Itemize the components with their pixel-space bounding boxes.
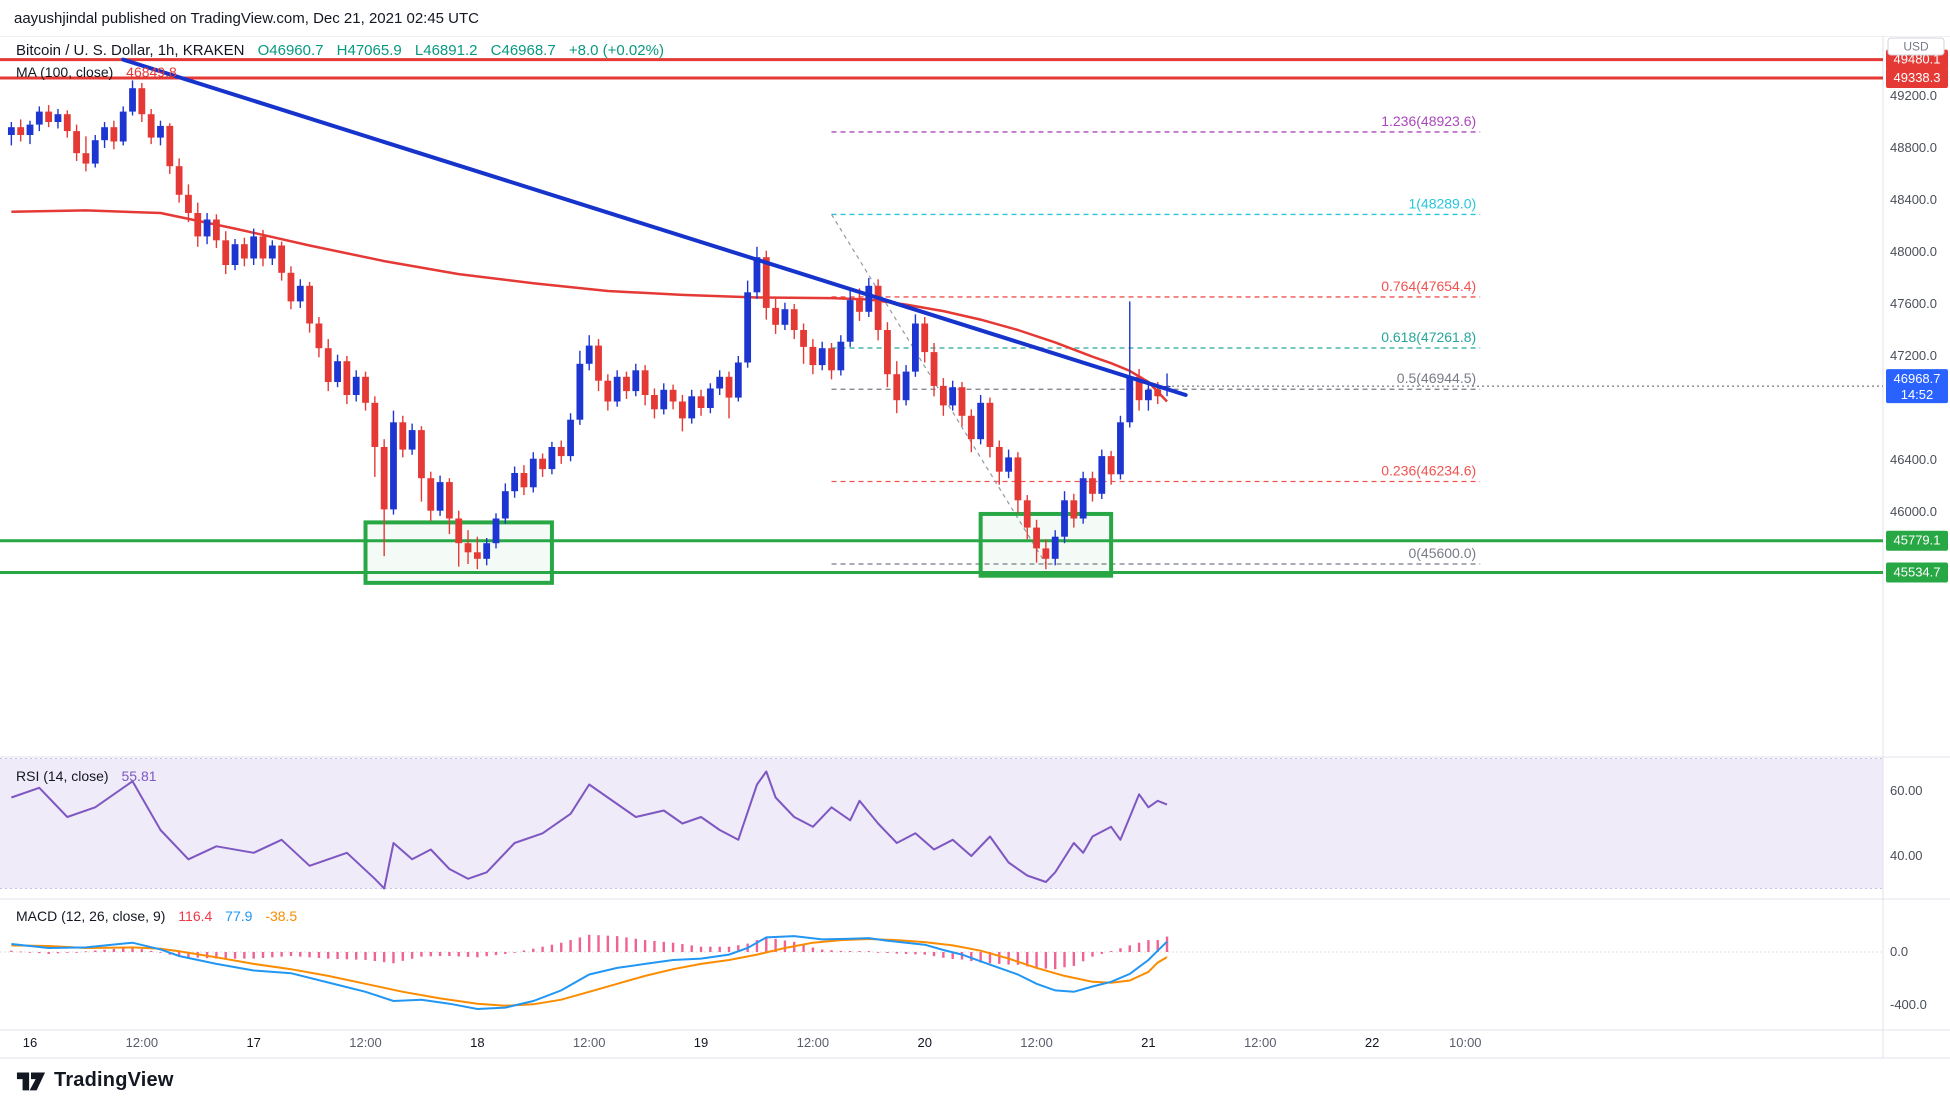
macd-tick-label: 0.0 (1890, 944, 1908, 959)
price-tick-label: 47600.0 (1890, 296, 1937, 311)
time-tick-label: 22 (1365, 1035, 1379, 1050)
price-tick-label: 48000.0 (1890, 244, 1937, 259)
macd-tick-label: -400.0 (1890, 997, 1927, 1012)
price-badge-support: 45534.7 (1886, 562, 1948, 583)
rsi-legend-label[interactable]: RSI (14, close) (16, 768, 109, 784)
time-tick-label: 12:00 (126, 1035, 159, 1050)
rsi-band (0, 758, 1883, 889)
ohlc-close: C46968.7 (490, 42, 556, 59)
ohlc-open: O46960.7 (257, 42, 324, 59)
symbol-title[interactable]: Bitcoin / U. S. Dollar, 1h, KRAKEN (16, 42, 245, 59)
rsi-line (11, 770, 1168, 890)
ma-legend-value: 46849.8 (126, 64, 177, 80)
fib-retracement[interactable]: 1.236(48923.6) 1(48289.0) 0.764(47654.4) 0.… (831, 113, 1481, 565)
time-tick-label: 12:00 (349, 1035, 382, 1050)
svg-text:14:52: 14:52 (1901, 387, 1934, 402)
fib-level-label: 0.764(47654.4) (1381, 278, 1476, 294)
price-tick-label: 48400.0 (1890, 192, 1937, 207)
macd-line (11, 935, 1168, 1011)
time-tick-label: 12:00 (1020, 1035, 1053, 1050)
rsi-tick-label: 60.00 (1890, 783, 1923, 798)
svg-text:45534.7: 45534.7 (1894, 564, 1941, 579)
ma-legend-label[interactable]: MA (100, close) (16, 64, 114, 80)
fib-level-label: 0(45600.0) (1408, 545, 1476, 561)
attribution-text: aayushjindal published on TradingView.co… (14, 9, 480, 27)
svg-text:49338.3: 49338.3 (1894, 70, 1941, 85)
price-badge-resistance: 49338.3 (1886, 68, 1948, 89)
support-lines[interactable] (0, 539, 1883, 574)
macd-hist-value: 116.4 (178, 908, 213, 924)
symbol-legend: Bitcoin / U. S. Dollar, 1h, KRAKEN O4696… (16, 42, 673, 59)
candles[interactable] (7, 80, 1171, 570)
tradingview-logo-text: TradingView (54, 1068, 174, 1091)
time-tick-label: 20 (917, 1035, 931, 1050)
tradingview-logo-icon (16, 1072, 46, 1091)
svg-text:46968.7: 46968.7 (1894, 371, 1941, 386)
time-tick-label: 12:00 (573, 1035, 606, 1050)
price-tick-label: 46000.0 (1890, 504, 1937, 519)
price-tick-label: 48800.0 (1890, 140, 1937, 155)
time-axis[interactable]: 16 12:00 17 12:00 18 12:00 19 12:00 20 12:00 21 12:… (23, 1035, 1482, 1050)
time-tick-label: 18 (470, 1035, 484, 1050)
macd-legend-label[interactable]: MACD (12, 26, close, 9) (16, 908, 166, 924)
tradingview-logo[interactable]: TradingView (16, 1066, 174, 1094)
fib-level-label: 1.236(48923.6) (1381, 113, 1476, 129)
macd-legend: MACD (12, 26, close, 9) 116.4 77.9 -38.5 (16, 908, 306, 924)
time-tick-label: 16 (23, 1035, 37, 1050)
rsi-tick-label: 40.00 (1890, 848, 1923, 863)
price-badge-support: 45779.1 (1886, 530, 1948, 551)
rsi-legend: RSI (14, close) 55.81 (16, 768, 166, 784)
trend-line[interactable] (121, 57, 1188, 397)
time-tick-label: 17 (246, 1035, 260, 1050)
fib-level-label: 0.5(46944.5) (1397, 370, 1476, 386)
macd-histogram (10, 934, 1169, 970)
price-tick-label: 46400.0 (1890, 452, 1937, 467)
current-price-badge: 46968.714:52 (1886, 369, 1948, 404)
ohlc-high: H47065.9 (336, 42, 402, 59)
fib-level-label: 0.618(47261.8) (1381, 329, 1476, 345)
time-tick-label: 19 (694, 1035, 708, 1050)
fib-level-label: 0.236(46234.6) (1381, 463, 1476, 479)
time-tick-label: 12:00 (1244, 1035, 1277, 1050)
macd-signal-value: -38.5 (265, 908, 298, 924)
macd-line-value: 77.9 (225, 908, 253, 924)
attribution-bar: aayushjindal published on TradingView.co… (0, 0, 1950, 36)
macd-signal-line (11, 937, 1168, 1007)
pane-separators (0, 35, 1950, 1059)
price-change: +8.0 (+0.02%) (568, 42, 664, 59)
time-tick-label: 12:00 (797, 1035, 830, 1050)
svg-text:45779.1: 45779.1 (1894, 533, 1941, 548)
price-tick-label: 47200.0 (1890, 348, 1937, 363)
ma-legend: MA (100, close) 46849.8 (16, 64, 186, 80)
price-tick-label: 49200.0 (1890, 88, 1937, 103)
time-tick-label: 21 (1141, 1035, 1155, 1050)
ohlc-low: L46891.2 (414, 42, 478, 59)
svg-text:USD: USD (1903, 40, 1929, 54)
time-tick-label: 10:00 (1449, 1035, 1482, 1050)
ma-100-line (11, 209, 1168, 403)
resistance-lines[interactable] (0, 58, 1883, 80)
price-axis[interactable]: 49200.0 48800.0 48400.0 48000.0 47600.0 47200… (1890, 88, 1937, 1012)
currency-toggle[interactable]: USD (1887, 37, 1945, 56)
fib-level-label: 1(48289.0) (1408, 195, 1476, 211)
rsi-legend-value: 55.81 (121, 768, 157, 784)
